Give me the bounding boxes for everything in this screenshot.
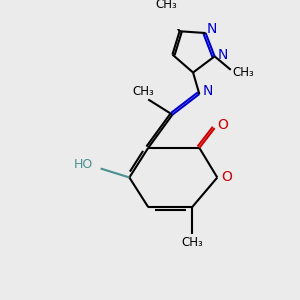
Text: CH₃: CH₃ [232,66,254,79]
Text: O: O [221,170,232,184]
Text: N: N [218,49,228,62]
Text: CH₃: CH₃ [133,85,154,98]
Text: HO: HO [74,158,94,170]
Text: N: N [202,84,213,98]
Text: N: N [207,22,217,36]
Text: CH₃: CH₃ [155,0,177,11]
Text: O: O [217,118,228,133]
Text: CH₃: CH₃ [181,236,203,249]
